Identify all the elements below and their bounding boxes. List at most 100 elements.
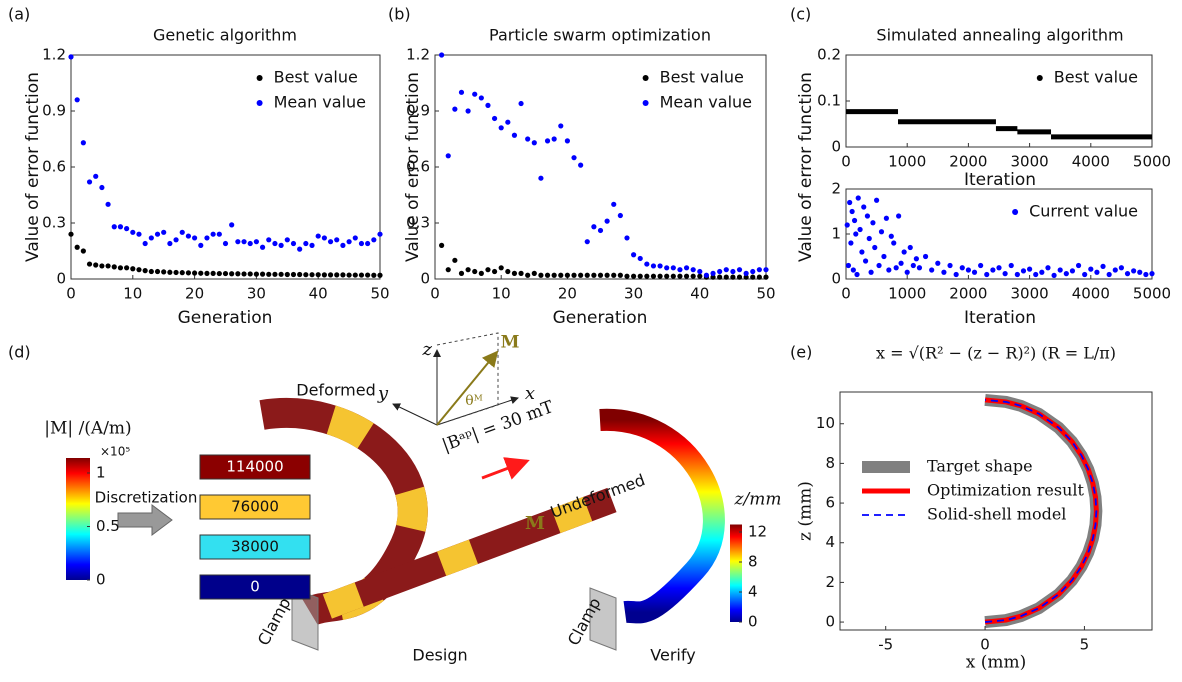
data-point [857, 226, 863, 233]
data-point [690, 267, 696, 273]
data-point [677, 273, 683, 279]
data-point [544, 138, 551, 144]
data-point [750, 274, 756, 280]
data-point [896, 213, 902, 219]
data-point [564, 272, 571, 278]
level-box [199, 494, 311, 520]
data-point [142, 268, 148, 274]
data-point [334, 272, 340, 278]
data-point [105, 263, 111, 269]
data-point [365, 240, 371, 247]
data-point [683, 273, 690, 279]
data-point [117, 265, 124, 271]
data-point [241, 239, 247, 245]
colorbar-label: z/mm [734, 490, 782, 510]
data-point [901, 249, 907, 255]
data-point [763, 274, 769, 280]
data-point [551, 272, 557, 278]
data-point [99, 184, 105, 191]
x-axis-label: Generation [178, 308, 273, 328]
data-point [935, 260, 941, 266]
data-point [723, 274, 729, 280]
x-tick-label: 4000 [1072, 153, 1110, 171]
data-point [1100, 263, 1106, 269]
data-point [971, 269, 978, 275]
x-tick-label: 20 [558, 285, 577, 303]
data-point [272, 240, 278, 247]
data-point [1014, 271, 1020, 278]
x-tick-label: 0 [980, 636, 990, 654]
x-tick-label: 5 [1080, 636, 1090, 654]
legend-symbol [1012, 209, 1019, 215]
x-tick-label: 0 [66, 285, 76, 303]
y-tick-label: 0 [831, 138, 841, 156]
data-point [266, 237, 272, 243]
data-point [1020, 268, 1027, 274]
data-point [922, 253, 929, 260]
x-tick-label: 5000 [1133, 285, 1171, 303]
data-point [340, 272, 346, 278]
data-point [644, 261, 650, 267]
x-tick-label: -5 [878, 636, 893, 654]
data-point [683, 265, 690, 271]
data-point [703, 272, 710, 278]
data-point [907, 244, 913, 251]
data-point [179, 270, 185, 276]
data-point [953, 271, 959, 278]
data-point [321, 272, 327, 278]
data-point [259, 271, 266, 277]
data-point [571, 155, 577, 161]
data-point [531, 270, 537, 276]
axis-label: x [525, 383, 535, 404]
data-point [929, 267, 935, 273]
data-point [959, 265, 965, 271]
axis-label: M [501, 333, 520, 353]
data-point [898, 260, 904, 266]
data-point [192, 235, 198, 241]
x-tick-label: 1000 [888, 285, 926, 303]
data-point [578, 272, 584, 278]
legend-label: Best value [1054, 68, 1138, 87]
panel-label: (b) [388, 5, 411, 24]
x-tick-label: 30 [247, 285, 266, 303]
data-point [941, 269, 947, 275]
data-point [86, 179, 93, 185]
field-arrow [481, 457, 530, 480]
data-point [247, 240, 253, 247]
level-value: 38000 [231, 538, 279, 556]
data-point [862, 258, 869, 264]
data-point [990, 267, 996, 273]
data-point [1008, 262, 1014, 269]
verified-beam [599, 408, 725, 624]
data-point [916, 265, 923, 271]
data-point [1002, 271, 1008, 277]
data-point [717, 268, 723, 275]
data-point [148, 235, 154, 241]
data-point [485, 267, 491, 273]
legend-symbol [256, 100, 263, 106]
data-point [321, 235, 327, 241]
magnetization-label: M [525, 513, 545, 534]
data-point [272, 271, 278, 277]
data-point [1131, 268, 1137, 274]
level-value: 114000 [226, 458, 283, 476]
data-point [511, 132, 518, 138]
data-point [173, 237, 179, 243]
data-point [458, 270, 465, 276]
data-point [352, 235, 358, 241]
legend-label: Mean value [274, 93, 366, 112]
angle-label: θᴹ [465, 393, 482, 409]
legend-symbol [642, 100, 649, 106]
data-point [710, 274, 716, 280]
undeformed-beam-segments [313, 487, 617, 623]
data-point [888, 233, 894, 239]
chart: x = √(R² − (z − R)²) (R = L/π) x (mm) z (m… [796, 344, 1153, 673]
data-point [1069, 268, 1076, 274]
data-point [617, 212, 623, 219]
y-tick-label: 0.6 [42, 158, 66, 176]
chart-title: Particle swarm optimization [489, 26, 711, 45]
x-tick-label: 30 [624, 285, 643, 303]
data-point [241, 271, 247, 277]
data-point [1088, 266, 1094, 272]
